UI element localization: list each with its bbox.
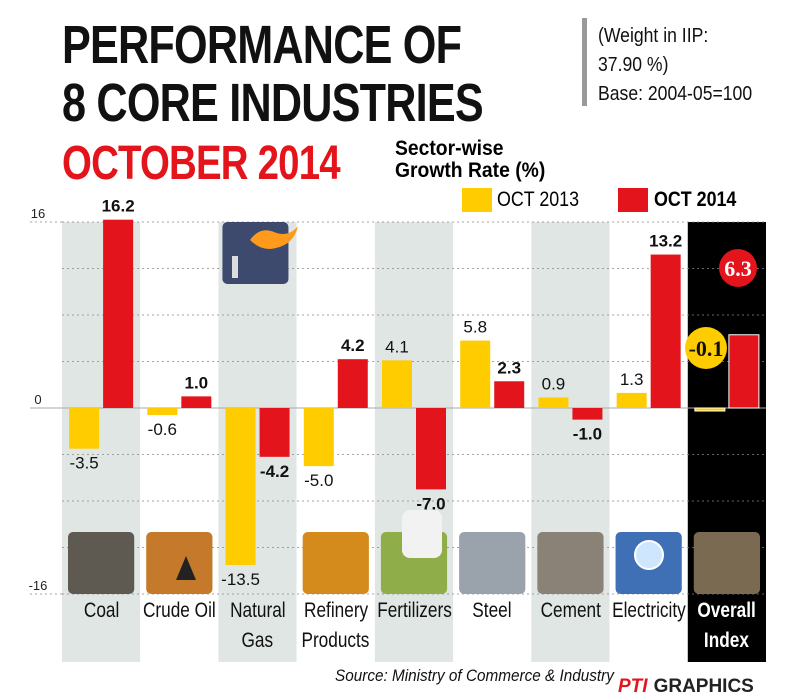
category-label-line: Crude Oil (142, 599, 216, 622)
data-label: 6.3 (724, 256, 752, 281)
data-label: -1.0 (573, 425, 602, 444)
data-label: 5.8 (463, 318, 487, 337)
steel-rods-icon (459, 532, 526, 594)
category-label-line: Natural (229, 599, 286, 622)
title-line-1: PERFORMANCE OF (62, 15, 462, 75)
category-label-line: Cement (540, 599, 601, 622)
title-line-2: 8 CORE INDUSTRIES (62, 73, 484, 133)
construction-icon (693, 532, 760, 594)
category-label-line: Steel (472, 599, 512, 622)
category-label: Natural Gas (212, 596, 302, 656)
bar-oct2014 (181, 396, 212, 408)
legend: OCT 2013 OCT 2014 (0, 188, 800, 214)
bar-oct2014 (259, 408, 290, 457)
data-label: -13.5 (221, 570, 260, 589)
category-label-line: Index (704, 629, 750, 652)
data-label: -0.1 (689, 336, 724, 361)
source-note: Source: Ministry of Commerce & Industry (335, 666, 614, 685)
y-tick-label: 16 (31, 206, 45, 221)
legend-swatch-oct2014 (618, 188, 648, 212)
data-label: 4.2 (341, 336, 365, 355)
category-label: Fertilizers (369, 596, 459, 626)
gas-flame-icon (250, 226, 298, 249)
category-label-line: Overall (697, 599, 757, 622)
gas-stack-icon (232, 256, 238, 278)
category-label-line: Fertilizers (377, 599, 452, 622)
category-label: Coal (56, 596, 146, 626)
data-label: -5.0 (304, 471, 333, 490)
bar-oct2013 (382, 360, 412, 408)
note-divider (582, 18, 587, 106)
category-label-line: Electricity (611, 599, 686, 622)
category-label-line: Gas (241, 629, 274, 652)
weight-note-line-3: Base: 2004-05=100 (598, 83, 753, 105)
overall-badge (719, 249, 757, 287)
data-label: -0.6 (148, 420, 177, 439)
bar-oct2013 (460, 340, 491, 408)
data-label: 1.3 (620, 370, 644, 389)
data-label: 2.3 (497, 358, 521, 377)
category-label: Cement (525, 596, 615, 626)
bar-oct2014 (494, 381, 525, 408)
bulb-glyph-icon (634, 540, 664, 570)
brand-graphics: GRAPHICS (653, 676, 754, 697)
bar-oct2013 (303, 408, 334, 467)
category-label: Overall Index (682, 596, 772, 656)
subtitle-line-1: Sector-wise (395, 137, 504, 160)
category-label-line: Coal (83, 599, 119, 622)
bar-oct2014 (650, 254, 681, 408)
weight-note-line-2: 37.90 %) (598, 54, 669, 76)
data-label: 0.9 (542, 375, 566, 394)
data-label: -4.2 (260, 462, 289, 481)
subtitle-line-2: Growth Rate (%) (395, 159, 546, 182)
coal-icon (68, 532, 135, 594)
bar-oct2014 (337, 359, 368, 408)
bar-oct2014 (572, 408, 603, 420)
data-label: 4.1 (385, 337, 409, 356)
chart-subtitle: Sector-wise Growth Rate (%) (395, 138, 545, 182)
legend-label-oct2013: OCT 2013 (497, 188, 580, 211)
bar-oct2013 (147, 408, 178, 415)
pump-glyph-icon (176, 556, 196, 580)
bar-oct2013 (225, 408, 256, 565)
bar-oct2013 (694, 407, 726, 412)
bar-oct2014 (103, 219, 134, 408)
overall-badge (685, 327, 727, 369)
pti-logo: PTI (618, 676, 648, 697)
bar-oct2014 (416, 408, 446, 490)
bar-oct2013 (538, 397, 569, 408)
bar-oct2013 (69, 408, 100, 449)
y-tick-label: 0 (34, 392, 41, 407)
bar-oct2013 (616, 392, 647, 408)
category-label: Steel (447, 596, 537, 626)
cement-icon (537, 532, 604, 594)
category-label-line: Refinery (303, 599, 368, 622)
legend-label-oct2014: OCT 2014 (654, 188, 737, 211)
weight-note-line-1: (Weight in IIP: (598, 25, 709, 47)
oil-pump-icon (146, 532, 213, 594)
data-label: 13.2 (649, 232, 682, 251)
category-label: Crude Oil (134, 596, 224, 626)
data-label: -7.0 (416, 494, 445, 513)
brand: PTI GRAPHICS (618, 676, 754, 698)
bar-oct2014 (728, 334, 760, 409)
data-label: -3.5 (69, 454, 98, 473)
y-tick-label: -16 (29, 578, 48, 593)
category-label-line: Products (301, 629, 370, 652)
data-label: 16.2 (102, 197, 135, 216)
legend-swatch-oct2013 (462, 188, 492, 212)
title-month: OCTOBER 2014 (62, 137, 341, 190)
category-label: Refinery Products (291, 596, 381, 656)
weight-note: (Weight in IIP: 37.90 %) Base: 2004-05=1… (598, 22, 752, 109)
data-label: 1.0 (185, 373, 209, 392)
category-label: Electricity (604, 596, 694, 626)
fuel-nozzle-icon (302, 532, 369, 594)
sack-glyph-icon (402, 510, 442, 558)
